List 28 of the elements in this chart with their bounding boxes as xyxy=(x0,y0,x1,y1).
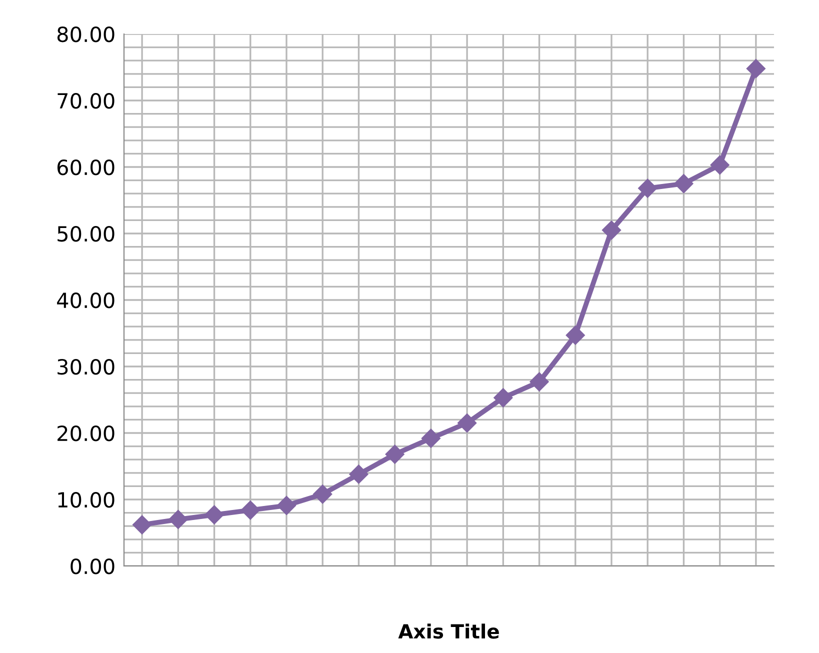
y-tick-label: 30.00 xyxy=(58,358,114,375)
point xyxy=(204,505,224,524)
point xyxy=(530,372,549,392)
point xyxy=(385,444,404,464)
y-tick-label: 0.00 xyxy=(70,558,114,574)
point xyxy=(132,515,152,534)
y-tick-label: 40.00 xyxy=(57,292,114,308)
point xyxy=(602,220,622,240)
point xyxy=(458,413,477,433)
x-axis-title: Axis Title xyxy=(398,624,499,639)
point xyxy=(313,484,332,504)
point xyxy=(710,155,730,175)
point xyxy=(638,178,658,198)
y-tick-label: 60.00 xyxy=(57,159,114,176)
point xyxy=(674,174,694,194)
y-tick-label: 70.00 xyxy=(58,92,114,109)
point xyxy=(566,326,585,345)
point xyxy=(276,496,296,516)
point xyxy=(168,510,188,529)
point xyxy=(240,500,260,520)
y-tick-label: 20.00 xyxy=(58,425,114,442)
y-tick-label: 80.00 xyxy=(57,26,114,42)
point xyxy=(349,464,368,484)
y-tick-label: 50.00 xyxy=(58,226,114,242)
point xyxy=(421,428,440,448)
y-tick-label: 10.00 xyxy=(58,492,114,508)
point xyxy=(494,388,513,408)
point xyxy=(746,59,766,78)
